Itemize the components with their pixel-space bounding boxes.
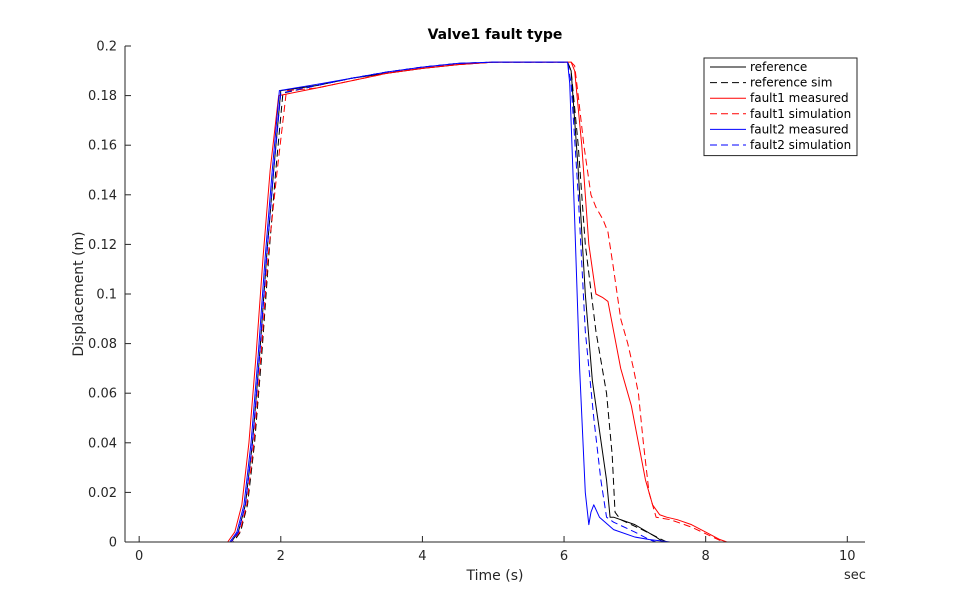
series-line-fault1-simulation <box>139 61 848 543</box>
legend-entry: reference <box>750 60 807 74</box>
x-tick-label: 10 <box>839 549 856 564</box>
x-tick-label: 2 <box>277 549 285 564</box>
y-tick-label: 0.06 <box>88 387 117 402</box>
y-tick-label: 0 <box>109 536 117 551</box>
x-tick-label: 0 <box>135 549 143 564</box>
series-line-fault2-simulation <box>139 61 848 543</box>
y-tick-label: 0.1 <box>96 288 117 303</box>
y-tick-label: 0.16 <box>88 139 117 154</box>
x-axis-label: Time (s) <box>466 568 524 584</box>
legend-box <box>703 57 858 157</box>
y-tick-label: 0.18 <box>88 89 117 104</box>
series-lines <box>139 61 848 543</box>
x-tick-label: 6 <box>560 549 568 564</box>
series-line-fault2-measured <box>139 61 848 543</box>
y-tick-label: 0.12 <box>88 238 117 253</box>
x-tick-label: 8 <box>702 549 710 564</box>
legend-entry: fault1 simulation <box>750 107 851 121</box>
series-line-fault1-measured <box>139 61 848 543</box>
y-tick-label: 0.04 <box>88 436 117 451</box>
axis-ticks: 0 2 4 6 8 10 0 0.02 0.04 0.06 0.08 0.1 0.12 0.14 0.16 0… <box>88 40 856 565</box>
legend-entry: fault1 measured <box>750 91 849 105</box>
y-tick-label: 0.14 <box>88 188 117 203</box>
x-tick-label: 4 <box>418 549 426 564</box>
y-tick-label: 0.2 <box>96 40 117 55</box>
y-axis-label: Displacement (m) <box>71 231 87 356</box>
y-tick-label: 0.02 <box>88 486 117 501</box>
chart-title: Valve1 fault type <box>428 27 563 43</box>
legend-entry: fault2 simulation <box>750 138 851 152</box>
legend-entry: fault2 measured <box>750 122 849 136</box>
x-unit-label: sec <box>844 568 866 583</box>
y-tick-label: 0.08 <box>88 337 117 352</box>
axes <box>124 46 865 543</box>
legend-entry: reference sim <box>750 76 832 90</box>
